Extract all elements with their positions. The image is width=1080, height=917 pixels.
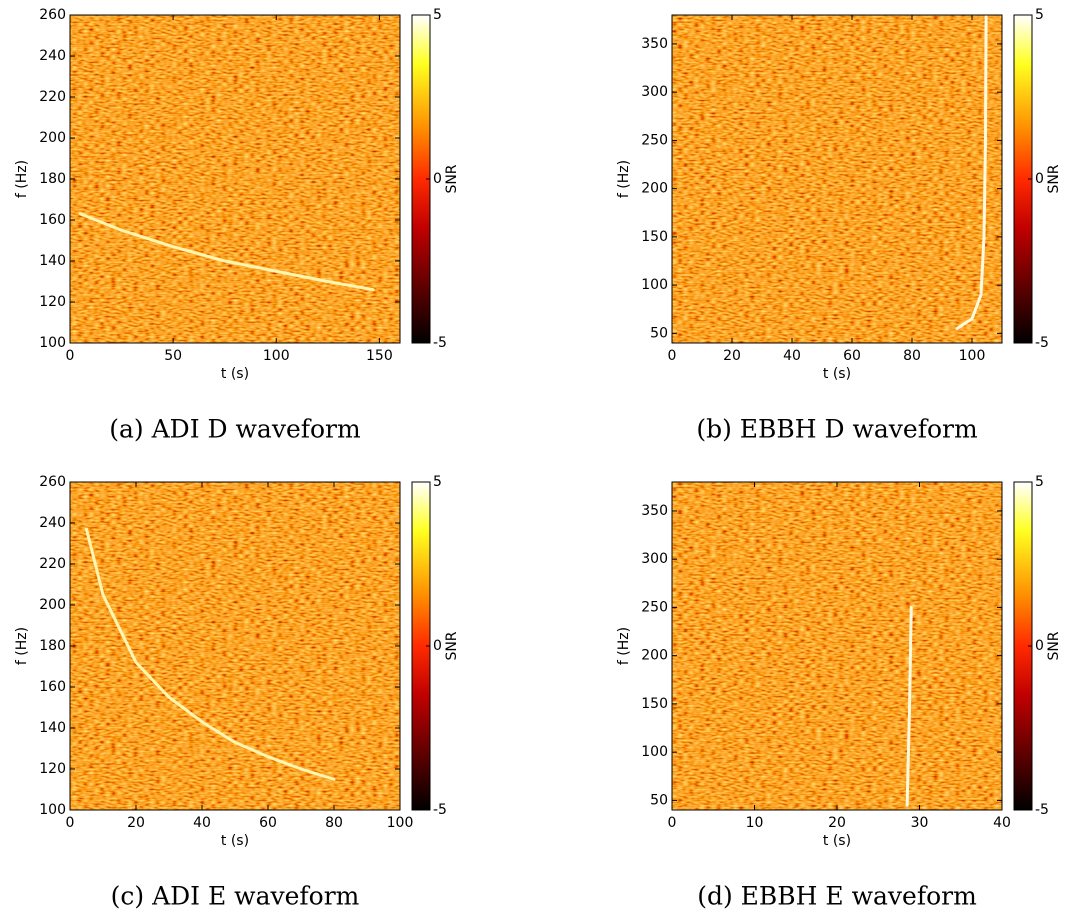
y-tick-label: 140: [39, 720, 66, 736]
colorbar-tick-label: -5: [433, 802, 447, 818]
x-tick-label: 80: [325, 815, 343, 831]
x-tick-label: 0: [66, 815, 75, 831]
x-tick-label: 40: [193, 815, 211, 831]
y-tick-label: 160: [39, 212, 66, 228]
y-tick-label: 200: [39, 597, 66, 613]
colorbar-tick-label: -5: [1035, 335, 1049, 351]
x-tick-label: 30: [911, 815, 929, 831]
y-axis-label: f (Hz): [14, 160, 30, 198]
y-tick-label: 50: [650, 325, 668, 341]
x-tick-label: 100: [959, 348, 986, 364]
y-axis-label: f (Hz): [616, 160, 632, 198]
spectrogram-background: [672, 482, 1002, 810]
y-tick-label: 240: [39, 515, 66, 531]
colorbar-tick-label: 5: [1035, 7, 1044, 23]
colorbar-tick-label: 0: [433, 171, 442, 187]
x-tick-label: 60: [259, 815, 277, 831]
colorbar-tick-label: 5: [433, 474, 442, 490]
x-tick-label: 150: [366, 348, 393, 364]
colorbar-tick-label: 0: [1035, 171, 1044, 187]
x-axis-label: t (s): [221, 366, 249, 382]
colorbar-tick-label: 0: [1035, 638, 1044, 654]
y-tick-label: 350: [641, 503, 668, 519]
y-tick-label: 180: [39, 171, 66, 187]
y-tick-label: 120: [39, 761, 66, 777]
y-tick-label: 220: [39, 556, 66, 572]
y-tick-label: 150: [641, 696, 668, 712]
colorbar-tick-label: 5: [433, 7, 442, 23]
spectrogram-background: [672, 15, 1002, 343]
y-tick-label: 100: [39, 335, 66, 351]
y-tick-label: 200: [39, 130, 66, 146]
colorbar-label: SNR: [1046, 164, 1062, 193]
plot-frame: [671, 14, 1003, 344]
x-tick-label: 20: [828, 815, 846, 831]
y-tick-label: 150: [641, 229, 668, 245]
y-tick-label: 100: [641, 744, 668, 760]
colorbar-tick-label: -5: [433, 335, 447, 351]
signal-track: [905, 605, 913, 807]
y-tick-label: 260: [39, 7, 66, 23]
colorbar-label: SNR: [1046, 631, 1062, 660]
y-tick-label: 300: [641, 551, 668, 567]
x-tick-label: 100: [263, 348, 290, 364]
signal-track: [955, 13, 988, 331]
x-axis-label: t (s): [221, 833, 249, 849]
y-tick-label: 240: [39, 48, 66, 64]
signal-track: [85, 527, 336, 781]
x-tick-label: 20: [127, 815, 145, 831]
y-tick-label: 200: [641, 181, 668, 197]
y-tick-label: 250: [641, 599, 668, 615]
x-tick-label: 40: [783, 348, 801, 364]
x-tick-label: 100: [387, 815, 414, 831]
y-tick-label: 140: [39, 253, 66, 269]
colorbar-label: SNR: [444, 164, 460, 193]
spectrogram-background: [70, 482, 400, 810]
y-axis-label: f (Hz): [14, 627, 30, 665]
colorbar-label: SNR: [444, 631, 460, 660]
x-tick-label: 50: [164, 348, 182, 364]
x-tick-label: 80: [903, 348, 921, 364]
colorbar-tick-label: 0: [433, 638, 442, 654]
y-tick-label: 50: [650, 792, 668, 808]
x-tick-label: 0: [66, 348, 75, 364]
caption: (d) EBBH E waveform: [697, 882, 977, 911]
x-tick-label: 20: [723, 348, 741, 364]
y-tick-label: 260: [39, 474, 66, 490]
y-tick-label: 100: [641, 277, 668, 293]
y-tick-label: 160: [39, 679, 66, 695]
colorbar-tick-label: -5: [1035, 802, 1049, 818]
caption: (a) ADI D waveform: [109, 415, 361, 444]
y-tick-label: 100: [39, 802, 66, 818]
caption: (c) ADI E waveform: [111, 882, 360, 911]
spectrogram-background: [70, 15, 400, 343]
colorbar-tick-label: 5: [1035, 474, 1044, 490]
x-tick-label: 0: [668, 348, 677, 364]
y-tick-label: 200: [641, 648, 668, 664]
x-tick-label: 10: [746, 815, 764, 831]
y-tick-label: 180: [39, 638, 66, 654]
y-tick-label: 220: [39, 89, 66, 105]
y-tick-label: 350: [641, 36, 668, 52]
x-axis-label: t (s): [823, 366, 851, 382]
x-tick-label: 0: [668, 815, 677, 831]
y-tick-label: 250: [641, 132, 668, 148]
x-axis-label: t (s): [823, 833, 851, 849]
y-tick-label: 300: [641, 84, 668, 100]
x-tick-label: 60: [843, 348, 861, 364]
signal-track: [78, 212, 375, 292]
y-axis-label: f (Hz): [616, 627, 632, 665]
caption: (b) EBBH D waveform: [696, 415, 978, 444]
y-tick-label: 120: [39, 294, 66, 310]
x-tick-label: 40: [993, 815, 1011, 831]
